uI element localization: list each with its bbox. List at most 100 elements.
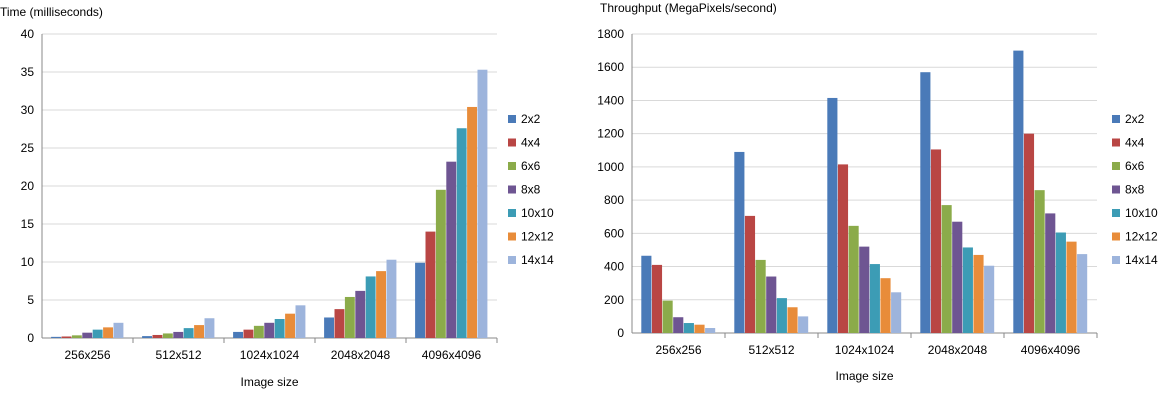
bar	[92, 329, 103, 338]
x-tick-label: 2048x2048	[928, 343, 988, 357]
bar	[1055, 232, 1066, 333]
bar	[386, 259, 397, 338]
bar	[776, 298, 787, 333]
bar	[1013, 50, 1024, 333]
bar	[295, 305, 306, 338]
x-tick-label: 1024x1024	[240, 348, 300, 362]
bar	[984, 265, 995, 333]
bar	[673, 317, 684, 333]
bar	[973, 254, 984, 333]
bar	[1066, 241, 1077, 333]
legend-swatch	[508, 209, 516, 217]
y-tick-label: 40	[21, 27, 35, 41]
bar	[477, 69, 488, 338]
legend-swatch	[508, 256, 516, 264]
bar	[274, 319, 285, 338]
bar	[435, 189, 446, 338]
x-tick-label: 512x512	[155, 348, 201, 362]
x-axis-label: Image size	[835, 369, 893, 383]
legend: 2x2 4x4 6x6 8x8 10x10 12x12 14x14	[1112, 112, 1158, 267]
x-tick-label: 4096x4096	[422, 348, 482, 362]
bar	[705, 328, 716, 333]
bar	[233, 331, 243, 338]
legend-swatch	[508, 185, 516, 194]
y-tick-label: 10	[21, 255, 35, 269]
y-tick-label: 15	[21, 217, 35, 231]
y-tick-label: 200	[604, 293, 624, 307]
bar	[662, 300, 673, 333]
bar	[744, 215, 756, 333]
bar	[962, 247, 973, 333]
legend-label: 10x10	[1125, 206, 1158, 220]
y-tick-label: 30	[21, 103, 35, 117]
bar	[51, 336, 61, 338]
bar	[446, 161, 457, 338]
legend-label: 12x12	[521, 230, 554, 244]
legend-label: 4x4	[1125, 136, 1145, 150]
legend-swatch	[1112, 162, 1120, 170]
bar	[651, 264, 663, 333]
bar	[694, 324, 705, 333]
bar	[1034, 190, 1045, 333]
bar	[376, 271, 386, 338]
chart-2: 0 200 400 600 800 1000 1200 1400 1600 1800 256x256…	[597, 1, 1158, 383]
bar	[264, 322, 275, 338]
legend-label: 4x4	[521, 136, 541, 150]
legend-label: 8x8	[1125, 183, 1145, 197]
y-tick-label: 0	[27, 331, 34, 345]
legend-label: 6x6	[1125, 159, 1145, 173]
bar	[683, 323, 694, 333]
bar	[930, 149, 942, 333]
bar	[425, 231, 436, 338]
bar	[243, 329, 254, 338]
bar	[355, 290, 366, 338]
y-tick-label: 5	[27, 293, 34, 307]
bar	[869, 264, 880, 333]
legend-swatch	[1112, 256, 1120, 264]
bar	[285, 313, 295, 338]
legend-label: 14x14	[1125, 253, 1158, 267]
bar	[766, 276, 777, 333]
bar	[1023, 133, 1035, 333]
y-tick-label: 25	[21, 141, 35, 155]
legend-swatch	[1112, 138, 1120, 147]
y-tick-label: 35	[21, 65, 35, 79]
bar	[952, 221, 963, 333]
bar	[183, 328, 194, 338]
bar	[920, 72, 931, 333]
chart-1: 0 5 10 15 20 25 30 35 40 256x256 512x512 1024x1024 2…	[0, 5, 554, 389]
y-tick-label: 1800	[597, 27, 624, 41]
bar	[142, 336, 152, 338]
bar	[344, 296, 355, 338]
legend-swatch	[508, 232, 516, 241]
bar	[848, 225, 859, 333]
bar	[859, 246, 870, 333]
y-axis-label: Time (milliseconds)	[0, 5, 103, 19]
bar	[365, 276, 376, 338]
legend-label: 10x10	[521, 206, 554, 220]
x-tick-label: 2048x2048	[331, 348, 391, 362]
bar	[1077, 254, 1088, 333]
bar	[456, 128, 467, 338]
legend-swatch	[508, 115, 516, 123]
bar	[162, 333, 173, 338]
legend-label: 2x2	[521, 112, 541, 126]
x-tick-label: 256x256	[64, 348, 110, 362]
bar	[941, 205, 952, 333]
bar	[113, 322, 124, 338]
legend-label: 2x2	[1125, 112, 1145, 126]
x-tick-label: 4096x4096	[1021, 343, 1081, 357]
y-tick-label: 20	[21, 179, 35, 193]
bar	[61, 336, 72, 338]
y-tick-label: 400	[604, 260, 624, 274]
bar	[837, 164, 849, 333]
y-tick-label: 1600	[597, 60, 624, 74]
x-tick-label: 256x256	[655, 343, 701, 357]
legend-label: 14x14	[521, 253, 554, 267]
legend: 2x2 4x4 6x6 8x8 10x10 12x12 14x14	[508, 112, 554, 267]
bar	[334, 309, 345, 338]
bar	[787, 307, 798, 333]
y-tick-label: 1000	[597, 160, 624, 174]
y-tick-label: 1200	[597, 127, 624, 141]
legend-label: 8x8	[521, 183, 541, 197]
